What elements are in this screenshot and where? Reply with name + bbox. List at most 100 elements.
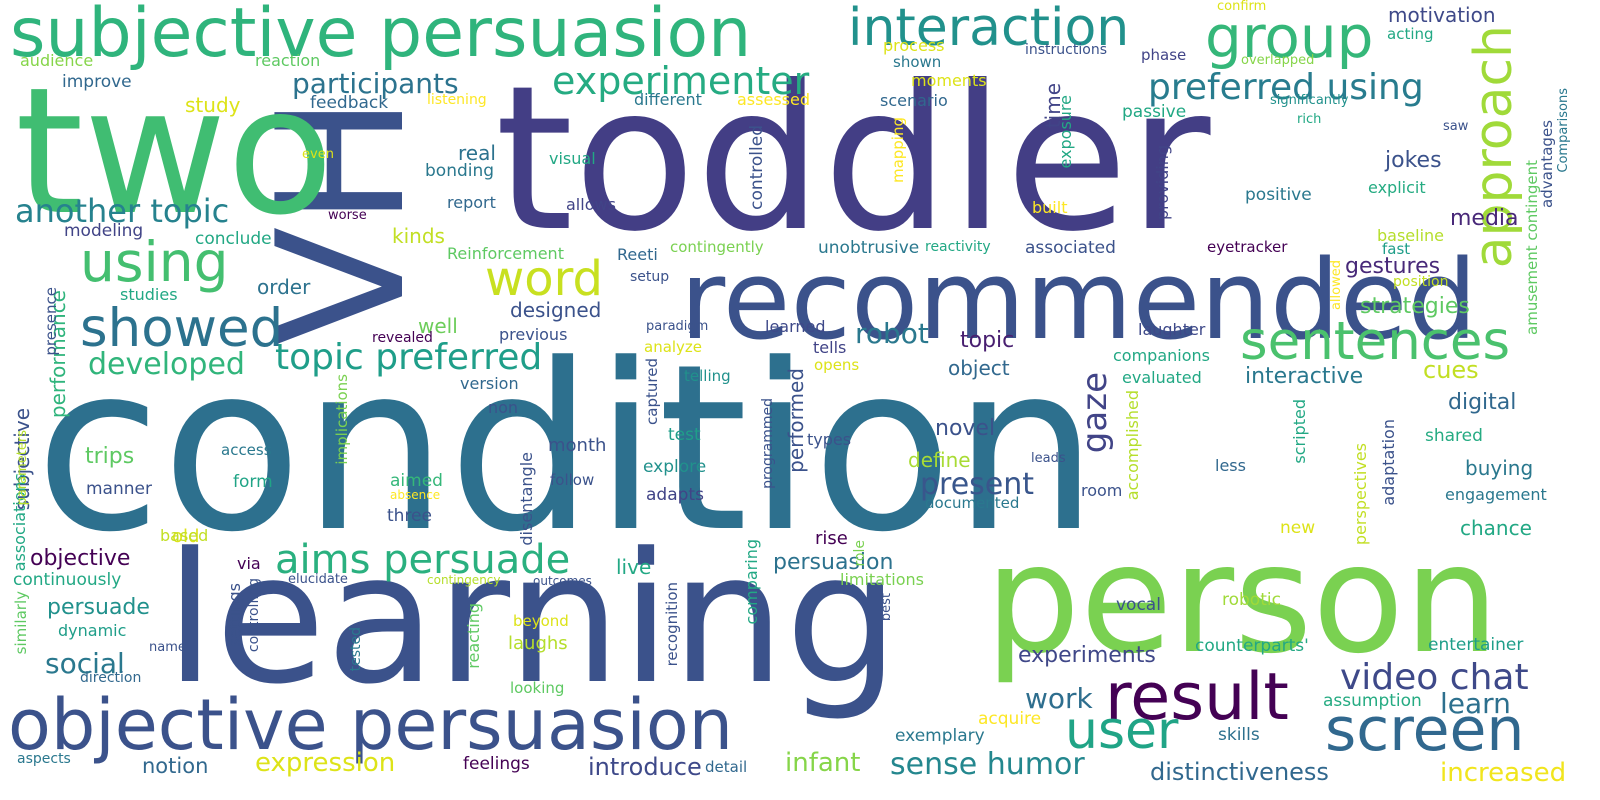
word-phase: phase [1141,46,1187,64]
word-programmed: programmed [760,398,776,489]
word-result: result [1105,660,1289,735]
word-elucidate: elucidate [288,572,348,587]
word-different: different [634,90,702,109]
word-objective-persuasion: objective persuasion [8,684,734,766]
word-motivation: motivation [1388,3,1496,27]
word-new: new [1280,518,1316,538]
word-evaluated: evaluated [1122,368,1202,387]
word-laughter: laughter [1138,320,1206,339]
word-conclude: conclude [195,229,272,249]
word-experimenter: experimenter [552,59,810,103]
word-parameters: parameters [15,430,30,506]
word-explicit: explicit [1368,178,1426,197]
word-outcomes: outcomes [533,574,592,588]
word-well: well [418,314,458,338]
word-robot: robot [855,317,929,350]
word-manner: manner [86,479,152,499]
word-follow: follow [550,471,595,489]
word-confirm: confirm [1217,0,1267,14]
word-assessed: assessed [737,90,810,109]
word-scenario: scenario [880,91,948,110]
word-reeti: Reeti [617,245,658,264]
word-topic-preferred: topic preferred [275,337,543,378]
word-learn: learn [1440,687,1511,720]
word-improve: improve [62,72,132,92]
word-novel: novel [935,416,996,441]
word-two: two [15,51,334,254]
word-exemplary: exemplary [895,726,985,746]
word-word: word [485,251,603,307]
word-three: three [387,506,432,526]
word-study: study [185,93,241,117]
word-engagement: engagement [1445,485,1547,504]
word-allows: allows [566,195,616,214]
word-reacting: reacting [464,603,483,669]
word-position: position [1393,274,1449,290]
word-version: version [460,374,519,393]
word-aims-persuade: aims persuade [275,537,571,583]
word-worse: worse [328,208,367,223]
word-kinds: kinds [392,224,445,248]
word-person: person [985,513,1500,687]
word-instructions: instructions [1025,42,1107,58]
word-recommended: recommended [680,236,1478,364]
word-live: live [616,555,652,579]
word-acquire: acquire [978,709,1042,729]
word-gestures: gestures [1345,254,1441,279]
word-laughs: laughs [508,633,568,654]
word-detail: detail [705,758,748,776]
word-rich: rich [1297,112,1322,127]
word-digital: digital [1448,390,1517,415]
word-previous: previous [499,325,568,344]
word-non: non [488,398,519,417]
word-objective: objective [30,546,131,571]
word-aimed: aimed [390,471,443,491]
word-role: role [852,540,868,567]
word-implications: implications [333,374,351,465]
word-notion: notion [142,754,209,778]
word-toddler: toddler [495,43,1211,276]
word-subjective-persuasion: subjective persuasion [10,0,752,73]
word-paradigm: paradigm [646,319,709,334]
word-best: best [879,593,894,622]
word-learning: learning [165,515,900,724]
word-adaptation: adaptation [1379,419,1398,506]
word-rise: rise [815,528,848,549]
word-mapping: mapping [889,117,907,184]
word-analyze: analyze [644,338,703,356]
word-define: define [908,448,971,472]
word-settings: settings [225,583,244,647]
word-documented: documented [925,494,1020,512]
word-room: room [1081,481,1123,500]
word-controlling: controlling [246,578,262,653]
word-scripted: scripted [1290,399,1309,464]
word-feelings: feelings [463,754,530,774]
word-developed: developed [88,347,245,382]
word-entertainer: entertainer [1428,635,1524,655]
word-work: work [1025,682,1093,715]
word-media: media [1450,206,1519,231]
word-providing: providing [1153,145,1172,220]
word-dynamic: dynamic [58,621,127,640]
word-designed: designed [510,298,602,322]
word-opens: opens [814,356,860,374]
word-counterparts: counterparts' [1195,636,1309,656]
word-similarly: similarly [12,591,30,655]
word-performed: performed [784,368,808,473]
word-interaction: interaction [848,0,1130,58]
word-perspectives: perspectives [1351,443,1370,546]
word-listening: listening [427,92,487,108]
word-feedback: feedback [310,93,389,113]
word-unobtrusive: unobtrusive [818,238,920,258]
word-eyetracker: eyetracker [1207,238,1288,256]
word-acting: acting [1387,25,1434,43]
word-approach: approach [1464,25,1524,269]
word-trips: trips [85,444,135,469]
word-moments: moments [911,71,987,90]
word-present: present [920,467,1035,502]
word-report: report [447,193,496,212]
word-looking: looking [510,679,565,697]
word-presence: presence [42,287,60,356]
word-test: test [668,425,701,445]
word-even: even [302,147,334,162]
